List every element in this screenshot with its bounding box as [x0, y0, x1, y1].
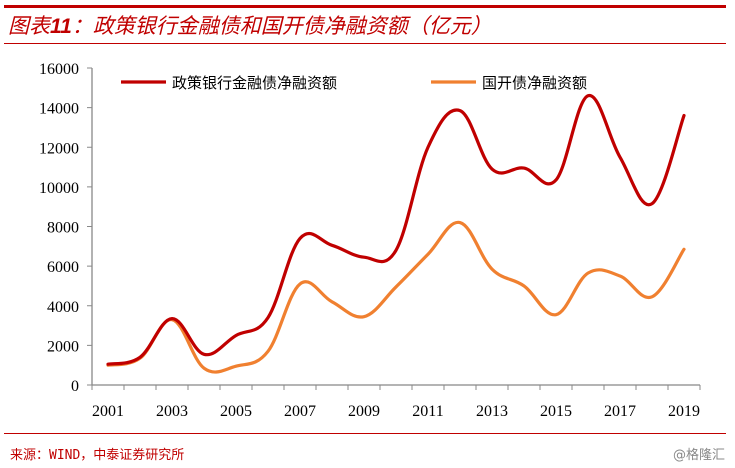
y-tick-label: 16000: [39, 61, 79, 78]
x-tick-label: 2007: [284, 403, 316, 420]
axes: 0 2000 4000 6000 8000 10000 12000 14000 16000 200…: [39, 61, 701, 420]
title-text: ：政策银行金融债和国开债净融资额（亿元）: [71, 14, 492, 38]
legend: 政策银行金融债净融资额 国开债净融资额: [121, 74, 587, 92]
legend-label: 政策银行金融债净融资额: [172, 74, 337, 92]
x-tick-label: 2005: [220, 403, 252, 420]
y-tick-label: 10000: [39, 180, 79, 197]
header-top-bar: [4, 5, 726, 8]
x-tick-label: 2011: [412, 403, 443, 420]
x-tick-label: 2015: [540, 403, 572, 420]
title-divider: [4, 43, 726, 44]
series-line-policy-bank: [106, 94, 686, 366]
y-tick-label: 2000: [47, 338, 79, 355]
source-note: 来源：WIND，中泰证券研究所: [10, 448, 185, 463]
x-tick-label: 2019: [668, 403, 700, 420]
x-tick-label: 2013: [476, 403, 508, 420]
y-tick-label: 8000: [47, 220, 79, 237]
y-tick-label: 12000: [39, 140, 79, 157]
legend-label: 国开债净融资额: [482, 74, 587, 92]
watermark: @格隆汇: [672, 448, 725, 463]
footer-divider: [4, 433, 726, 434]
x-tick-label: 2017: [604, 403, 636, 420]
y-tick-label: 6000: [47, 259, 79, 276]
y-tick-label: 14000: [39, 101, 79, 118]
title-prefix: 图表: [8, 14, 50, 38]
x-tick-label: 2003: [156, 403, 188, 420]
y-tick-label: 4000: [47, 299, 79, 316]
y-tick-label: 0: [71, 378, 79, 395]
chart-title: 图表11：政策银行金融债和国开债净融资额（亿元）: [8, 11, 492, 41]
title-number: 11: [50, 15, 72, 38]
series-line-cdb: [106, 220, 686, 374]
x-tick-label: 2001: [92, 403, 124, 420]
x-tick-label: 2009: [348, 403, 380, 420]
series-lines: [106, 94, 686, 374]
